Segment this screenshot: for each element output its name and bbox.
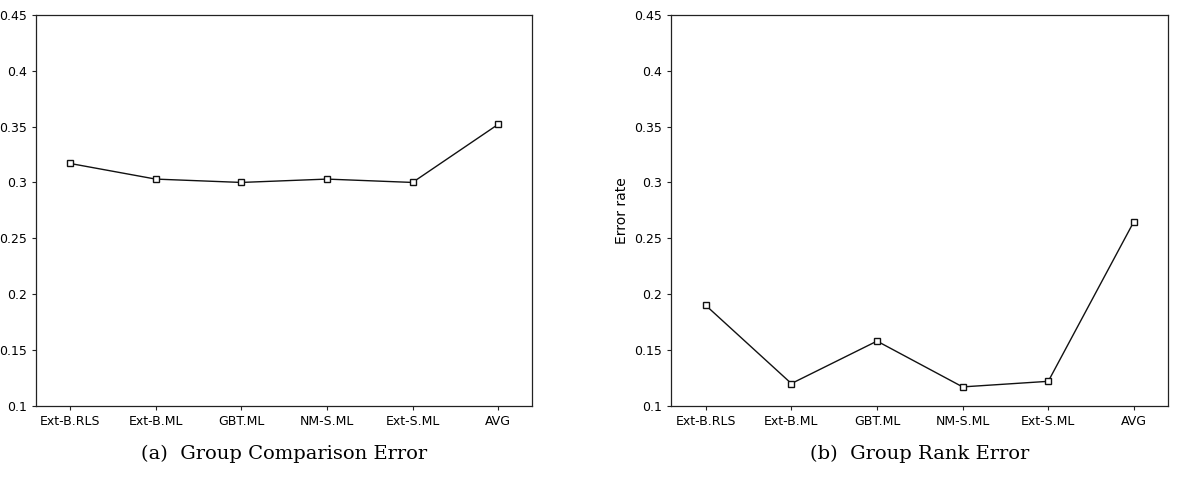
X-axis label: (a)  Group Comparison Error: (a) Group Comparison Error <box>141 445 427 463</box>
Y-axis label: Error rate: Error rate <box>615 177 629 244</box>
X-axis label: (b)  Group Rank Error: (b) Group Rank Error <box>811 445 1030 463</box>
